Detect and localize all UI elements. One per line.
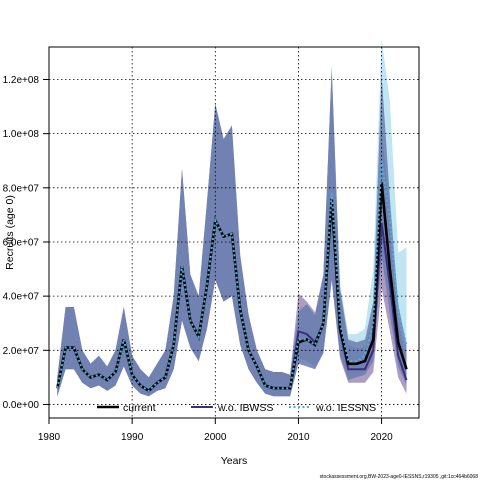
x-tick-label: 1990: [121, 432, 144, 443]
y-tick-label: 4.0e+07: [3, 292, 40, 303]
y-tick-label: 1.2e+08: [3, 75, 40, 86]
footer-credit: stockassessment.org,BW-2023-age0-IESSNS,…: [320, 474, 479, 480]
x-axis-title: Years: [221, 455, 247, 467]
legend-label: current: [123, 402, 156, 414]
confidence-bands: [57, 38, 407, 397]
y-tick-label: 2.0e+07: [3, 346, 40, 357]
y-tick-label: 8.0e+07: [3, 183, 40, 194]
x-tick-label: 2000: [204, 432, 227, 443]
y-axis-title: Recruits (age 0): [4, 195, 16, 270]
x-axis: 1980 1990 2000 2010 2020: [38, 418, 393, 443]
legend-label: w.o. IBWSS: [217, 402, 273, 414]
x-tick-label: 2010: [287, 432, 310, 443]
series-line-wo-iessns: [56, 160, 408, 393]
x-tick-label: 2020: [370, 432, 393, 443]
legend: current w.o. IBWSS w.o. IESSNS: [97, 402, 376, 414]
x-tick-label: 1980: [38, 432, 61, 443]
y-axis: 0.0e+00 2.0e+07 4.0e+07 6.0e+07 8.0e+07 1.0e+…: [3, 75, 49, 411]
y-tick-label: 1.0e+08: [3, 129, 40, 140]
series-lines: [56, 160, 408, 393]
y-tick-label: 6.0e+07: [3, 237, 40, 248]
legend-label: w.o. IESSNS: [315, 402, 376, 414]
y-tick-label: 0.0e+00: [3, 400, 40, 411]
band-current: [57, 68, 407, 397]
plot-frame: [48, 46, 420, 419]
